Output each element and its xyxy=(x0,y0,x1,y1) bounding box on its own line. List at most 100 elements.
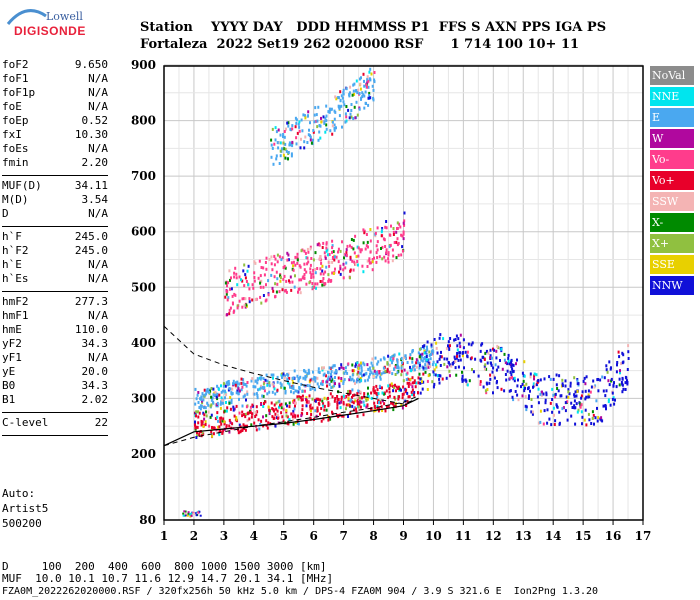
echo-point xyxy=(587,389,590,393)
echo-point xyxy=(357,405,360,409)
echo-point xyxy=(302,376,305,380)
echo-point xyxy=(351,363,354,367)
echo-point xyxy=(284,288,287,292)
echo-point xyxy=(210,430,213,434)
echo-point xyxy=(205,410,207,414)
echo-point xyxy=(318,130,321,134)
echo-point xyxy=(342,88,345,92)
echo-point xyxy=(371,357,374,361)
echo-point xyxy=(556,405,559,409)
echo-point xyxy=(344,120,347,124)
echo-point xyxy=(249,405,252,409)
echo-point xyxy=(406,371,409,375)
echo-point xyxy=(326,380,329,384)
echo-point xyxy=(210,413,213,417)
echo-point xyxy=(201,431,204,435)
echo-point xyxy=(241,414,244,418)
echo-point xyxy=(226,380,229,384)
echo-point xyxy=(580,394,583,398)
echo-point xyxy=(225,424,228,428)
echo-point xyxy=(509,363,512,367)
echo-point xyxy=(347,415,349,418)
echo-point xyxy=(366,392,369,396)
echo-point xyxy=(226,406,229,410)
echo-point xyxy=(245,384,248,388)
echo-point xyxy=(272,289,275,293)
echo-point xyxy=(279,381,282,385)
echo-point xyxy=(238,299,241,303)
echo-point xyxy=(392,389,395,393)
echo-point xyxy=(423,351,426,355)
echo-point xyxy=(366,259,369,263)
echo-point xyxy=(293,285,296,289)
echo-point xyxy=(305,420,308,424)
echo-point xyxy=(534,383,537,387)
echo-point xyxy=(254,379,257,383)
echo-point xyxy=(274,126,277,130)
echo-point xyxy=(524,404,527,408)
echo-point xyxy=(607,398,610,402)
echo-point xyxy=(503,352,506,356)
echo-point xyxy=(391,259,394,263)
echo-point xyxy=(279,276,282,280)
echo-point xyxy=(459,345,462,349)
echo-point xyxy=(357,254,360,258)
echo-point xyxy=(529,389,531,393)
echo-point xyxy=(236,389,239,393)
echo-point xyxy=(402,237,405,241)
echo-point xyxy=(387,384,390,388)
param-label: h`E xyxy=(2,258,22,271)
echo-point xyxy=(222,382,225,386)
echo-point xyxy=(301,398,304,402)
echo-point xyxy=(314,251,317,255)
echo-point xyxy=(289,385,291,389)
echo-point xyxy=(343,371,346,375)
echo-point xyxy=(525,382,528,386)
echo-point xyxy=(386,369,389,373)
echo-point xyxy=(376,248,379,252)
echo-point xyxy=(513,379,516,383)
echo-point xyxy=(449,344,451,348)
echo-point xyxy=(342,262,345,266)
echo-point xyxy=(621,383,624,387)
echo-point xyxy=(461,377,464,381)
echo-point xyxy=(448,369,451,373)
echo-point xyxy=(326,384,328,388)
echo-point xyxy=(386,405,388,409)
echo-point xyxy=(413,368,416,372)
echo-point xyxy=(213,426,216,430)
x-tick-label: 15 xyxy=(575,529,592,543)
echo-point xyxy=(551,410,554,414)
echo-point xyxy=(238,275,241,279)
echo-point xyxy=(439,355,442,359)
echo-point xyxy=(322,404,325,408)
echo-point xyxy=(275,130,278,134)
echo-point xyxy=(592,414,595,417)
echo-point xyxy=(301,408,304,412)
echo-point xyxy=(243,304,246,308)
echo-point xyxy=(258,387,261,391)
echo-point xyxy=(311,282,314,285)
echo-point xyxy=(390,360,393,364)
echo-point xyxy=(274,424,277,428)
echo-point xyxy=(325,123,328,127)
echo-point xyxy=(362,400,365,404)
echo-point xyxy=(626,379,628,383)
echo-point xyxy=(268,384,271,388)
echo-point xyxy=(420,358,423,362)
echo-point xyxy=(520,385,522,389)
echo-point xyxy=(556,387,559,390)
echo-point xyxy=(398,352,401,356)
x-tick-label: 8 xyxy=(369,529,377,543)
param-row: foF1p N/A xyxy=(2,86,108,100)
echo-point xyxy=(507,353,510,357)
echo-point xyxy=(558,374,561,378)
echo-point xyxy=(479,349,482,353)
param-label: h`Es xyxy=(2,272,29,285)
echo-point xyxy=(314,379,317,383)
echo-point xyxy=(262,294,265,297)
echo-point xyxy=(561,378,564,382)
echo-point xyxy=(299,146,302,150)
x-tick-label: 13 xyxy=(515,529,532,543)
echo-point xyxy=(336,406,339,410)
